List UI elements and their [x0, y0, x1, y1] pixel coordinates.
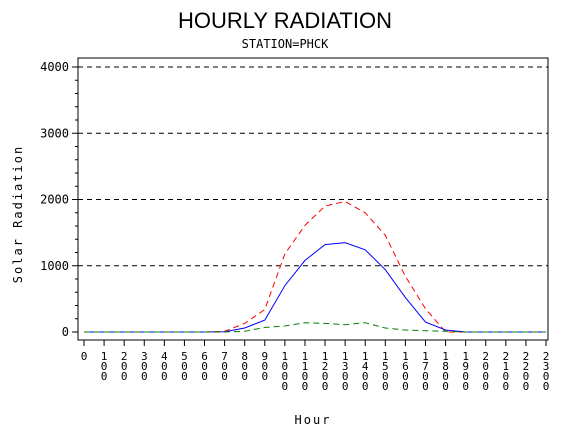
y-tick-label: 4000	[40, 60, 69, 74]
series-line-2	[84, 242, 546, 333]
series-line-1	[84, 200, 546, 333]
series-line-3	[84, 322, 546, 333]
x-axis-ticks: 0 1 0 0 2 0 0 3 0 0 4 0 0 5 0 0 6 0 0 7 0 0 8 0 0 9 0 0 1 0 0 0 1 1 0 0 1 2 0 0…	[81, 340, 550, 393]
gridlines	[78, 66, 548, 267]
y-tick-label: 1000	[40, 259, 69, 273]
y-tick-label: 3000	[40, 126, 69, 140]
y-axis-label: Solar Radiation	[11, 145, 25, 283]
y-tick-label: 0	[62, 325, 69, 339]
x-axis-label: Hour	[295, 413, 332, 427]
series-lines	[84, 200, 546, 333]
chart-title: HOURLY RADIATION	[178, 8, 392, 33]
y-tick-label: 2000	[40, 193, 69, 207]
chart-subtitle: STATION=PHCK	[242, 37, 329, 51]
y-axis-ticks: 0 1000 2000 3000 4000	[40, 60, 78, 339]
x-tick-label: 0	[81, 350, 88, 363]
